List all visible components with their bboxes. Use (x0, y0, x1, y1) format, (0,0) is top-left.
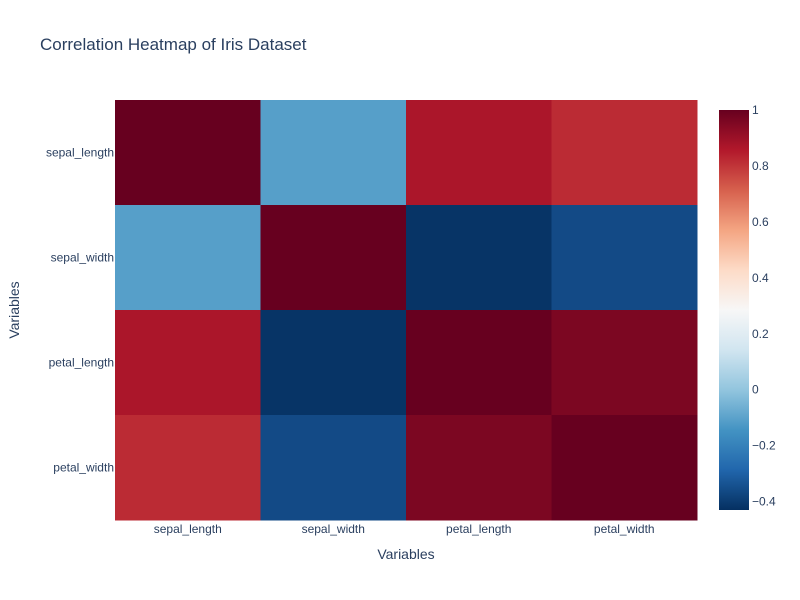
heatmap-cell-sepal_width-petal_length (406, 205, 552, 311)
heatmap-cell-sepal_length-petal_length (406, 100, 552, 206)
heatmap-cells (115, 100, 698, 521)
colorbar-ticks: 1 0.8 0.6 0.4 0.2 0 −0.2 −0.4 (752, 103, 776, 509)
colorbar-tick-label: −0.4 (752, 495, 776, 509)
colorbar-tick-label: 0.4 (752, 271, 769, 285)
colorbar-tick-label: 0 (752, 383, 759, 397)
heatmap-cell-petal_width-sepal_length (115, 415, 261, 521)
colorbar-tick-label: 0.2 (752, 327, 769, 341)
y-tick-label: petal_length (49, 356, 114, 370)
x-tick-label: petal_length (446, 522, 511, 536)
y-tick-label: sepal_length (46, 146, 114, 160)
heatmap-cell-sepal_width-sepal_length (115, 205, 261, 311)
colorbar-tick-label: 1 (752, 103, 759, 117)
colorbar-tick-label: 0.8 (752, 159, 769, 173)
heatmap-cell-petal_length-petal_length (406, 310, 552, 416)
chart-title: Correlation Heatmap of Iris Dataset (40, 35, 307, 54)
heatmap-cell-sepal_length-sepal_width (260, 100, 407, 206)
colorbar (719, 110, 749, 510)
x-axis-title: Variables (377, 546, 434, 562)
y-tick-label: petal_width (53, 461, 114, 475)
colorbar-tick-label: 0.6 (752, 215, 769, 229)
x-tick-label: sepal_width (302, 522, 365, 536)
x-tick-label: petal_width (594, 522, 655, 536)
heatmap-cell-sepal_width-sepal_width (260, 205, 407, 311)
heatmap-cell-petal_length-petal_width (551, 310, 698, 416)
heatmap-cell-petal_width-petal_width (551, 415, 698, 521)
heatmap-cell-sepal_length-petal_width (551, 100, 698, 206)
colorbar-tick-label: −0.2 (752, 439, 776, 453)
heatmap-cell-petal_length-sepal_width (260, 310, 407, 416)
y-axis-title: Variables (6, 281, 22, 338)
heatmap-cell-petal_width-sepal_width (260, 415, 407, 521)
heatmap-cell-petal_width-petal_length (406, 415, 552, 521)
heatmap-cell-petal_length-sepal_length (115, 310, 261, 416)
heatmap-cell-sepal_width-petal_width (551, 205, 698, 311)
y-tick-label: sepal_width (51, 251, 114, 265)
x-tick-label: sepal_length (154, 522, 222, 536)
x-axis-ticks: sepal_length sepal_width petal_length petal… (154, 522, 655, 536)
heatmap-cell-sepal_length-sepal_length (115, 100, 261, 206)
y-axis-ticks: sepal_length sepal_width petal_lengthpetal… (46, 146, 114, 475)
